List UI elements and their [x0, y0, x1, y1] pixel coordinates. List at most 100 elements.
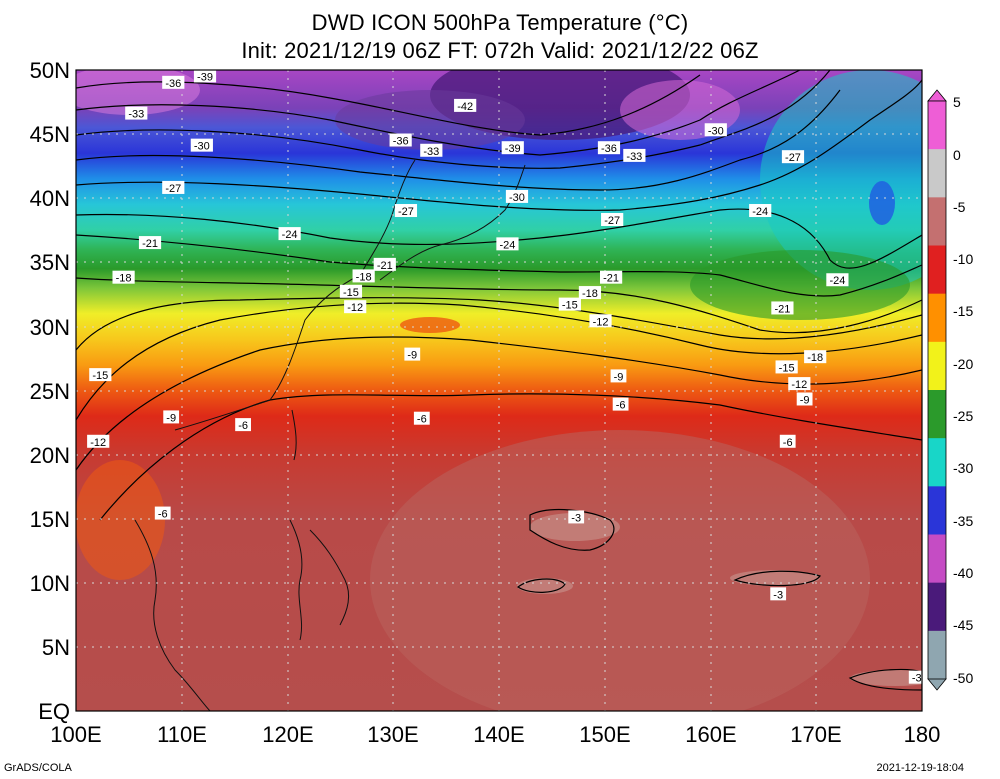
- colorbar-label-0: 0: [953, 147, 961, 163]
- isotherm-36: [76, 70, 801, 156]
- contour-label-box: [162, 75, 185, 89]
- coast-taiwan: [291, 409, 297, 461]
- contour-label-box: [413, 411, 430, 425]
- colorbar-label-m50: -50: [953, 670, 973, 686]
- contour-label-text: -21: [377, 260, 393, 272]
- lon-axis: 100E 110E 120E 130E 140E 150E 160E 170E …: [50, 722, 940, 747]
- lat-axis: EQ 5N 10N 15N 20N 25N 30N 35N 40N 45N 50…: [30, 58, 70, 724]
- contour-label: -36: [389, 133, 412, 148]
- contour-label: -9: [404, 347, 421, 362]
- isotherm-6: [99, 393, 922, 521]
- contour-label-text: -18: [356, 271, 372, 283]
- lat-label-15n: 15N: [30, 507, 70, 532]
- contour-label-text: -12: [90, 437, 106, 449]
- lon-label-120e: 120E: [262, 722, 313, 747]
- contour-label-text: -36: [393, 136, 409, 148]
- contour-label-box: [612, 397, 629, 411]
- isotherm-18: [76, 277, 922, 334]
- lat-label-10n: 10N: [30, 571, 70, 596]
- contour-label-box: [125, 106, 148, 120]
- colorbar-swatch: [928, 149, 946, 198]
- contour-label-text: -15: [343, 287, 359, 299]
- colorbar-swatch: [928, 630, 946, 680]
- contour-label: -15: [339, 284, 363, 299]
- colorbar-label-m40: -40: [953, 565, 973, 581]
- colorbar-label-m45: -45: [953, 617, 973, 633]
- contour-label-box: [601, 212, 624, 226]
- isotherm-3-c: [733, 570, 821, 587]
- lon-label-160e: 160E: [685, 722, 736, 747]
- lat-label-35n: 35N: [30, 250, 70, 275]
- colorbar-label-m35: -35: [953, 513, 973, 529]
- contour-label-text: -30: [708, 125, 724, 137]
- colorbar-label-5: 5: [953, 94, 961, 110]
- contour-label: -6: [413, 411, 430, 426]
- colorbar-frame: [927, 100, 947, 680]
- lat-label-40n: 40N: [30, 186, 70, 211]
- contour-label: -42: [454, 98, 477, 113]
- contour-label-box: [394, 204, 418, 218]
- isotherm-12: [76, 302, 922, 421]
- warm-cell-west-pacific: [530, 513, 620, 541]
- colorbar-label-m10: -10: [953, 251, 973, 267]
- lon-label-140e: 140E: [473, 722, 524, 747]
- isotherm-9: [76, 336, 922, 471]
- contour-label-box: [568, 510, 585, 524]
- contour-label: -24: [749, 204, 772, 218]
- cold-core-manchuria: [335, 90, 525, 150]
- contour-label: -39: [193, 70, 217, 83]
- contour-label-box: [578, 286, 602, 300]
- colorbar-label-m25: -25: [953, 408, 973, 424]
- contour-label-box: [796, 392, 813, 406]
- contour-label-box: [373, 257, 396, 271]
- contour-label-box: [162, 180, 185, 194]
- lon-label-130e: 130E: [367, 722, 418, 747]
- contour-label-text: -39: [197, 71, 213, 83]
- contour-label: -24: [496, 237, 519, 251]
- map-title: DWD ICON 500hPa Temperature (°C): [311, 10, 689, 35]
- contour-label-text: -3: [773, 589, 783, 601]
- contour-label-box: [404, 347, 421, 361]
- contour-label-text: -15: [562, 300, 578, 312]
- contour-label: -6: [235, 418, 251, 432]
- contour-label-box: [352, 269, 375, 283]
- contour-label-box: [704, 123, 727, 137]
- colorbar-swatch: [928, 197, 946, 246]
- contour-label-text: -18: [582, 288, 598, 300]
- contour-label-text: -9: [407, 350, 417, 362]
- contour-label-text: -39: [505, 143, 521, 155]
- contour-label: -21: [771, 301, 794, 315]
- contour-label-box: [623, 148, 646, 162]
- contour-label: -21: [373, 257, 396, 272]
- contour-label-box: [420, 143, 443, 157]
- contour-label: -18: [352, 269, 375, 283]
- contour-label-box: [775, 360, 798, 374]
- contour-label-text: -27: [604, 215, 620, 227]
- lon-label-170e: 170E: [790, 722, 841, 747]
- contour-label: -33: [623, 148, 646, 163]
- contour-label: -30: [505, 189, 529, 204]
- contour-label-text: -21: [603, 273, 619, 285]
- contour-label: -24: [278, 227, 301, 241]
- contour-label-text: -27: [165, 183, 181, 195]
- map-subtitle: Init: 2021/12/19 06Z FT: 072h Valid: 202…: [241, 38, 759, 63]
- warm-area-indochina: [76, 460, 165, 580]
- contour-label-box: [610, 369, 627, 383]
- contour-label-box: [454, 98, 477, 112]
- contour-label-box: [804, 350, 827, 364]
- contour-label: -9: [163, 410, 180, 424]
- contour-label-text: -30: [509, 192, 525, 204]
- plot-frame: [75, 69, 923, 712]
- lat-label-50n: 50N: [30, 58, 70, 83]
- lon-label-110e: 110E: [157, 722, 207, 747]
- contour-label: -21: [599, 270, 623, 285]
- contour-label-box: [89, 368, 112, 382]
- footer-timestamp: 2021-12-19-18:04: [876, 762, 964, 774]
- colorbar-swatch: [928, 341, 946, 391]
- colorbar: 5 0 -5 -10 -15 -20 -25 -30 -35 -40 -45 -…: [927, 89, 973, 691]
- warm-pool-tropics: [370, 430, 870, 711]
- colorbar-swatch: [928, 438, 946, 487]
- cold-pocket-east: [869, 181, 895, 225]
- contour-label: -33: [420, 143, 443, 158]
